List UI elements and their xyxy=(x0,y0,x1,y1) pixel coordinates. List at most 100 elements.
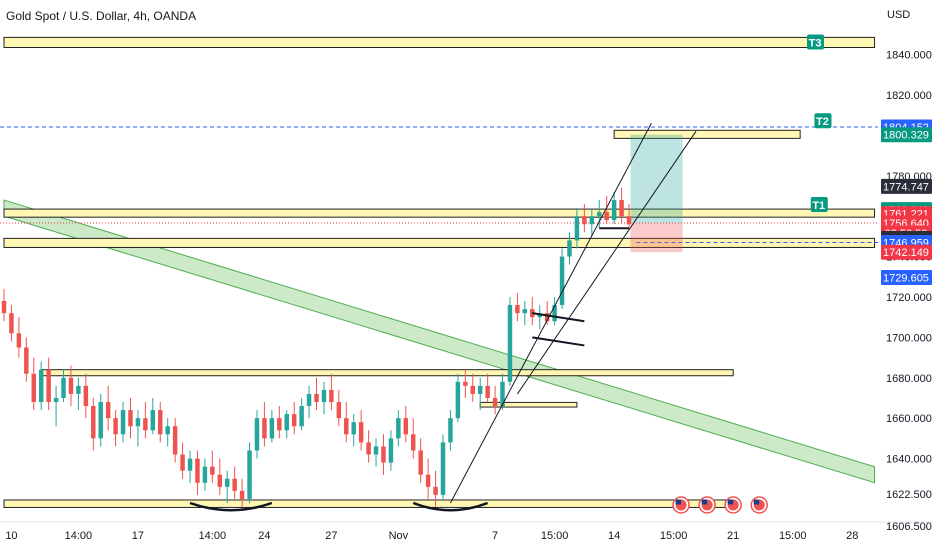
candle-body xyxy=(254,418,260,451)
candle-body xyxy=(53,397,59,402)
x-tick-label: 15:00 xyxy=(541,530,569,542)
candle-body xyxy=(98,402,103,439)
flag-line-1 xyxy=(532,336,585,347)
loss-zone xyxy=(630,222,683,253)
candle-body xyxy=(91,406,96,439)
candle-body xyxy=(403,418,409,435)
candle-body xyxy=(552,305,557,322)
candle-body xyxy=(485,385,490,398)
candle-body xyxy=(336,402,342,419)
candle-body xyxy=(38,369,44,402)
candle-body xyxy=(388,438,394,463)
candle-body xyxy=(105,402,111,419)
icon-canton xyxy=(701,499,708,505)
candle-body xyxy=(411,434,416,451)
candle-body xyxy=(440,442,446,495)
candle-body xyxy=(373,446,379,455)
candle-body xyxy=(418,450,423,475)
candle-body xyxy=(611,200,617,221)
icon-canton xyxy=(675,499,682,505)
trend-channel xyxy=(449,123,697,504)
candle-body xyxy=(143,418,148,431)
candle-body xyxy=(195,458,200,483)
us-flag-icon xyxy=(672,496,690,514)
candle-body xyxy=(165,426,170,435)
horizontal-lines xyxy=(0,126,878,244)
price-label-bg xyxy=(881,270,932,286)
x-tick-label: 21 xyxy=(727,530,739,542)
candle-body xyxy=(217,474,223,487)
target-label: T2 xyxy=(816,116,829,128)
zone-1 xyxy=(613,129,801,139)
x-tick-label: 14:00 xyxy=(199,530,227,542)
candle-body xyxy=(202,466,208,483)
candle-body xyxy=(530,309,535,318)
y-tick-label: 1660.000 xyxy=(886,413,932,425)
position-tool xyxy=(630,134,683,253)
candle-body xyxy=(604,212,609,221)
candle-body xyxy=(381,446,386,463)
candle-body xyxy=(492,397,498,407)
candle-body xyxy=(269,418,275,439)
time-axis: 10 14:00 17 14:00 24 27 Nov 7 15:00 14 15:00 21 15:0… xyxy=(0,521,932,542)
candle-body xyxy=(83,385,89,407)
candle-body xyxy=(574,216,580,241)
target-badge xyxy=(807,34,825,50)
bottom-arc-1 xyxy=(412,501,489,512)
price-label-bg xyxy=(881,127,932,143)
candle-body xyxy=(470,385,475,394)
x-tick-label: 28 xyxy=(846,530,858,542)
bottom-arcs xyxy=(189,501,489,512)
channel-line-1 xyxy=(516,131,697,395)
candle-body xyxy=(9,313,14,334)
target-labels: T3 T2 T1 xyxy=(807,34,832,213)
candle-body xyxy=(463,381,468,386)
price-label: 1729.605 xyxy=(883,273,929,285)
zone-2 xyxy=(3,208,876,218)
candle-body xyxy=(16,333,22,348)
zone-4 xyxy=(40,369,734,377)
candle-body xyxy=(76,385,81,394)
flag-line-0 xyxy=(532,312,585,323)
candle-body xyxy=(351,422,356,435)
x-tick-label: 17 xyxy=(132,530,144,542)
us-flag-icon xyxy=(724,496,742,514)
zone-0 xyxy=(3,36,876,48)
candle-body xyxy=(425,474,431,487)
candle-body xyxy=(522,309,528,314)
candle-body xyxy=(291,414,297,427)
candle-body xyxy=(306,393,312,407)
x-tick-label: 27 xyxy=(325,530,337,542)
target-badge xyxy=(814,113,832,129)
candle-body xyxy=(626,216,632,225)
y-tick-label: 1840.000 xyxy=(886,50,932,62)
candle-body xyxy=(433,486,438,495)
candle-body xyxy=(128,410,133,427)
us-flag-icon xyxy=(750,496,768,514)
candle-body xyxy=(247,450,252,499)
candle-body xyxy=(344,418,349,435)
candle-body xyxy=(448,418,453,443)
candle-body xyxy=(239,490,245,499)
candle-body xyxy=(68,377,74,394)
candle-body xyxy=(559,256,565,306)
candle-body xyxy=(120,410,126,435)
candle-body xyxy=(567,240,572,257)
candle-body xyxy=(284,414,289,431)
target-label: T1 xyxy=(812,200,825,212)
price-label-bg xyxy=(881,244,932,260)
candle-body xyxy=(544,313,550,322)
candle-body xyxy=(358,422,364,443)
event-icons xyxy=(672,496,768,514)
y-tick-label: 1700.000 xyxy=(886,332,932,344)
chart-title: Gold Spot / U.S. Dollar, 4h, OANDA xyxy=(6,9,197,23)
price-label: 1774.747 xyxy=(883,181,929,193)
y-tick-label: 1680.000 xyxy=(886,373,932,385)
x-tick-label: 14:00 xyxy=(65,530,93,542)
flag-lines xyxy=(532,227,630,347)
candle-body xyxy=(24,347,29,374)
candle-body xyxy=(1,301,7,314)
candle-body xyxy=(396,418,401,439)
bottom-arc-0 xyxy=(189,501,273,512)
